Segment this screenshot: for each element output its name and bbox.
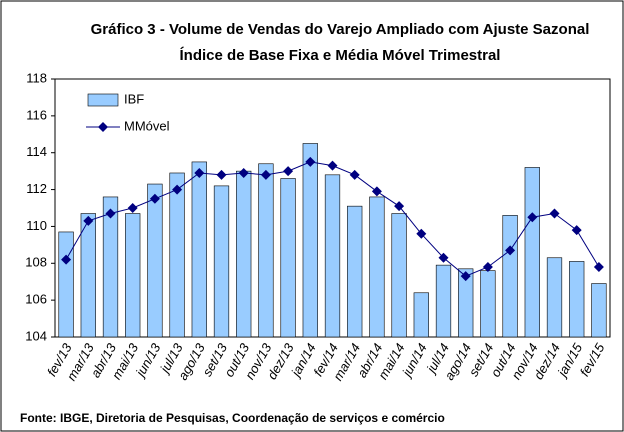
y-tick-label: 112 [26,181,47,196]
marker [149,193,160,204]
marker [482,261,493,272]
bar [502,215,518,338]
marker [416,228,427,239]
bar [324,174,341,338]
y-tick-label: 110 [26,218,47,233]
marker [460,271,471,282]
marker [549,208,560,219]
marker [371,186,382,197]
bar [302,143,318,338]
marker [571,225,582,236]
marker [527,212,538,223]
y-tick-label: 108 [25,255,47,270]
bar [458,268,474,338]
legend-label: MMóvel [124,118,170,133]
marker [260,169,271,180]
y-tick-label: 116 [26,107,47,122]
source-note: Fonte: IBGE, Diretoria de Pesquisas, Coo… [20,411,445,425]
bar [569,261,585,338]
bar [236,170,252,338]
bar [480,270,496,338]
y-tick-label: 104 [25,328,47,343]
legend-swatch [87,93,119,107]
marker [238,167,249,178]
bar [191,161,207,338]
chart-subtitle: Índice de Base Fixa e Média Móvel Trimes… [180,47,501,64]
bar [58,231,74,338]
bar [147,183,163,338]
marker [283,166,294,177]
y-tick-label: 114 [26,144,47,159]
bar [280,178,296,338]
bar [435,264,452,338]
marker [593,261,604,272]
marker [438,252,449,263]
y-tick-label: 118 [26,70,47,85]
legend-marker [98,122,108,132]
y-tick-label: 106 [25,292,47,307]
legend-label: IBF [124,91,144,106]
marker [172,184,183,195]
bar [102,196,119,338]
bar [258,163,274,338]
chart-title: Gráfico 3 - Volume de Vendas do Varejo A… [91,21,590,38]
marker [83,215,94,226]
bar [80,213,96,338]
marker [216,169,227,180]
bar [524,167,540,338]
bar [369,196,385,338]
bar [546,257,563,338]
bar [391,213,407,338]
bar [347,205,363,338]
bar [125,213,141,338]
marker [61,254,72,265]
bar [213,185,230,338]
bar [169,172,185,338]
marker [105,208,116,219]
marker [505,245,516,256]
marker [394,201,405,212]
bar [413,292,429,338]
marker [194,167,205,178]
bar [591,283,607,338]
marker [327,160,338,171]
marker [349,169,360,180]
marker [305,156,316,167]
marker [127,203,138,213]
